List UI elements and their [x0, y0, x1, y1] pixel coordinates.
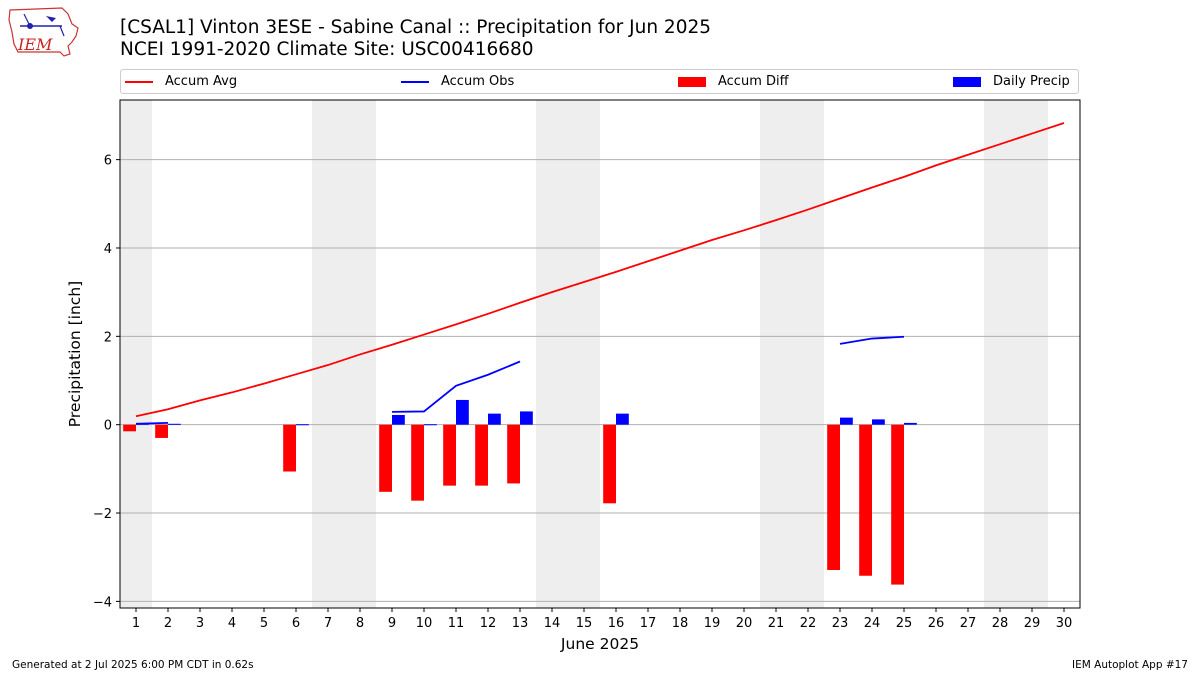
iowa-map-logo-icon: IEM — [8, 7, 79, 57]
accum-diff-bar-day-9 — [379, 424, 392, 492]
x-tick-label: 22 — [800, 616, 817, 631]
y-axis-label: Precipitation [inch] — [66, 281, 84, 427]
accum-diff-bar-day-1 — [123, 424, 136, 432]
y-tick-label: 6 — [104, 154, 112, 169]
weekend-shade-1 — [120, 100, 152, 608]
x-tick-label: 20 — [736, 616, 753, 631]
x-tick-label: 8 — [356, 616, 364, 631]
x-tick-label: 18 — [672, 616, 689, 631]
weekend-shade-3 — [536, 100, 600, 608]
x-tick-label: 11 — [448, 616, 465, 631]
accum-obs-line-segment-1 — [135, 422, 169, 425]
accum-diff-bar-day-6 — [283, 424, 296, 472]
x-tick-label: 28 — [992, 616, 1009, 631]
legend-swatch-accum-obs — [401, 81, 429, 83]
daily-precip-bar-day-2 — [168, 423, 181, 425]
legend-label-accum-avg: Accum Avg — [165, 74, 238, 89]
accum-diff-bar-day-16 — [603, 424, 616, 504]
daily-precip-bar-day-6 — [296, 424, 309, 426]
accum-diff-bar-day-11 — [443, 424, 456, 486]
legend-swatch-daily-precip — [953, 77, 981, 87]
weekend-shade-2 — [312, 100, 376, 608]
accum-diff-bar-day-13 — [507, 424, 520, 484]
plot-frame — [119, 99, 1081, 609]
x-tick-label: 7 — [324, 616, 332, 631]
x-tick-label: 14 — [544, 616, 561, 631]
logo-text: IEM — [17, 35, 53, 54]
chart-title: [CSAL1] Vinton 3ESE - Sabine Canal :: Pr… — [120, 17, 712, 38]
iem-logo: IEM — [6, 4, 82, 62]
y-tick-label: 0 — [104, 419, 112, 434]
accum-obs-line-segment-3 — [839, 335, 905, 345]
x-axis-label: June 2025 — [560, 635, 639, 653]
x-tick-label: 4 — [228, 616, 236, 631]
accum-diff-bar-day-24 — [859, 424, 872, 576]
x-tick-label: 25 — [896, 616, 913, 631]
x-tick-label: 27 — [960, 616, 977, 631]
weekend-shade-5 — [984, 100, 1048, 608]
weekend-shade-4 — [760, 100, 824, 608]
x-tick-label: 3 — [196, 616, 204, 631]
legend-swatch-accum-avg — [125, 81, 153, 83]
daily-precip-bar-day-25 — [904, 422, 917, 425]
legend-label-daily-precip: Daily Precip — [993, 74, 1070, 89]
app-credit: IEM Autoplot App #17 — [1072, 659, 1188, 671]
chart-subtitle: NCEI 1991-2020 Climate Site: USC00416680 — [120, 39, 534, 60]
accum-avg-line — [135, 122, 1065, 418]
chart-legend: Accum Avg Accum Obs Accum Diff Daily Pre… — [120, 69, 1079, 94]
accum-diff-bar-day-23 — [827, 424, 840, 571]
daily-precip-bar-day-23 — [840, 417, 853, 425]
daily-precip-bar-day-24 — [872, 419, 885, 425]
x-tick-label: 29 — [1024, 616, 1041, 631]
y-tick-label: −2 — [93, 507, 112, 522]
accum-diff-bar-day-25 — [891, 424, 904, 585]
x-tick-label: 21 — [768, 616, 785, 631]
y-tick-label: 4 — [104, 242, 112, 257]
daily-precip-bar-day-11 — [456, 399, 469, 425]
daily-precip-bar-day-10 — [424, 424, 437, 426]
accum-diff-bar-day-12 — [475, 424, 488, 486]
x-tick-label: 30 — [1056, 616, 1073, 631]
x-tick-label: 5 — [260, 616, 268, 631]
daily-precip-bar-day-13 — [520, 411, 533, 425]
x-tick-label: 12 — [480, 616, 497, 631]
x-tick-label: 24 — [864, 616, 881, 631]
accum-diff-bar-day-10 — [411, 424, 424, 501]
x-tick-label: 26 — [928, 616, 945, 631]
x-tick-label: 1 — [132, 616, 140, 631]
x-tick-label: 15 — [576, 616, 593, 631]
daily-precip-bar-day-16 — [616, 413, 629, 425]
daily-precip-bar-day-9 — [392, 414, 405, 425]
accum-obs-line-segment-2 — [391, 360, 521, 413]
daily-precip-bar-day-12 — [488, 413, 501, 425]
x-tick-label: 10 — [416, 616, 433, 631]
x-tick-label: 6 — [292, 616, 300, 631]
x-tick-label: 13 — [512, 616, 529, 631]
legend-label-accum-obs: Accum Obs — [441, 74, 515, 89]
x-tick-label: 23 — [832, 616, 849, 631]
legend-swatch-accum-diff — [678, 77, 706, 87]
generated-timestamp: Generated at 2 Jul 2025 6:00 PM CDT in 0… — [12, 659, 254, 671]
y-tick-label: 2 — [104, 330, 112, 345]
x-tick-label: 17 — [640, 616, 657, 631]
x-tick-label: 2 — [164, 616, 172, 631]
x-tick-label: 16 — [608, 616, 625, 631]
legend-label-accum-diff: Accum Diff — [718, 74, 789, 89]
x-tick-label: 9 — [388, 616, 396, 631]
x-tick-label: 19 — [704, 616, 721, 631]
accum-diff-bar-day-2 — [155, 424, 168, 438]
y-tick-label: −4 — [93, 595, 112, 610]
